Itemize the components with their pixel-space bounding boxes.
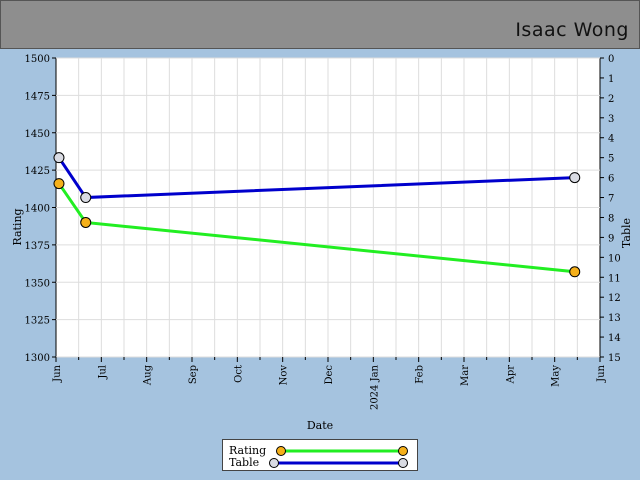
x-tick-label: 2024 Jan	[369, 364, 380, 410]
y2-tick-label: 5	[608, 154, 614, 165]
y2-tick-label: 13	[608, 313, 621, 324]
x-tick-label: Aug	[143, 364, 154, 386]
legend-swatch-rating	[276, 446, 408, 456]
x-tick-label: Mar	[460, 365, 471, 386]
data-point-rating	[569, 266, 581, 278]
data-point-table	[80, 192, 92, 204]
y2-tick-label: 0	[608, 54, 614, 65]
y2-tick-label: 8	[608, 213, 614, 224]
y-axis-label: Rating	[11, 208, 24, 245]
legend: Rating Table	[222, 439, 418, 471]
x-tick-label: Dec	[324, 365, 335, 385]
y-tick-label: 1400	[25, 204, 50, 215]
series-layer	[53, 152, 581, 278]
legend-swatch-table	[269, 458, 408, 468]
y2-tick-label: 2	[608, 94, 614, 105]
data-point-rating	[80, 216, 92, 228]
legend-label-table: Table	[229, 456, 260, 469]
x-axis-label: Date	[307, 419, 333, 432]
x-tick-label: Jul	[97, 365, 108, 380]
y2-tick-label: 4	[608, 134, 614, 145]
y2-tick-label: 12	[608, 293, 621, 304]
y2-tick-label: 15	[608, 353, 621, 364]
y2-axis-label: Table	[620, 218, 633, 248]
x-tick-label: Sep	[188, 365, 199, 384]
y-tick-label: 1450	[25, 129, 50, 140]
y-tick-label: 1325	[25, 316, 50, 327]
y2-tick-label: 3	[608, 114, 614, 125]
y-tick-label: 1500	[25, 54, 50, 65]
player-name: Isaac Wong	[515, 19, 629, 41]
data-point-table	[53, 152, 65, 164]
legend-label-rating: Rating	[229, 444, 267, 457]
x-tick-label: Jun	[596, 364, 607, 382]
x-tick-label: Jun	[52, 364, 63, 382]
y-tick-label: 1375	[25, 241, 50, 252]
x-tick-label: May	[551, 365, 562, 387]
y2-tick-label: 7	[608, 194, 614, 205]
x-tick-label: Oct	[233, 365, 244, 383]
x-tick-label: Apr	[505, 365, 516, 385]
y2-tick-label: 11	[608, 273, 621, 284]
x-tick-label: Nov	[279, 365, 290, 386]
y-tick-label: 1350	[25, 278, 50, 289]
y-tick-label: 1300	[25, 353, 50, 364]
data-point-rating	[53, 178, 65, 190]
y-tick-label: 1425	[25, 166, 50, 177]
header-bar: Isaac Wong	[0, 0, 640, 49]
data-point-table	[569, 172, 581, 184]
y-tick-label: 1475	[25, 91, 50, 102]
x-tick-label: Feb	[415, 365, 426, 384]
y2-tick-label: 10	[608, 253, 621, 264]
y2-tick-label: 6	[608, 174, 614, 185]
y2-tick-label: 1	[608, 74, 614, 85]
y2-tick-label: 14	[608, 333, 621, 344]
y2-tick-label: 9	[608, 233, 614, 244]
grid	[56, 57, 600, 358]
